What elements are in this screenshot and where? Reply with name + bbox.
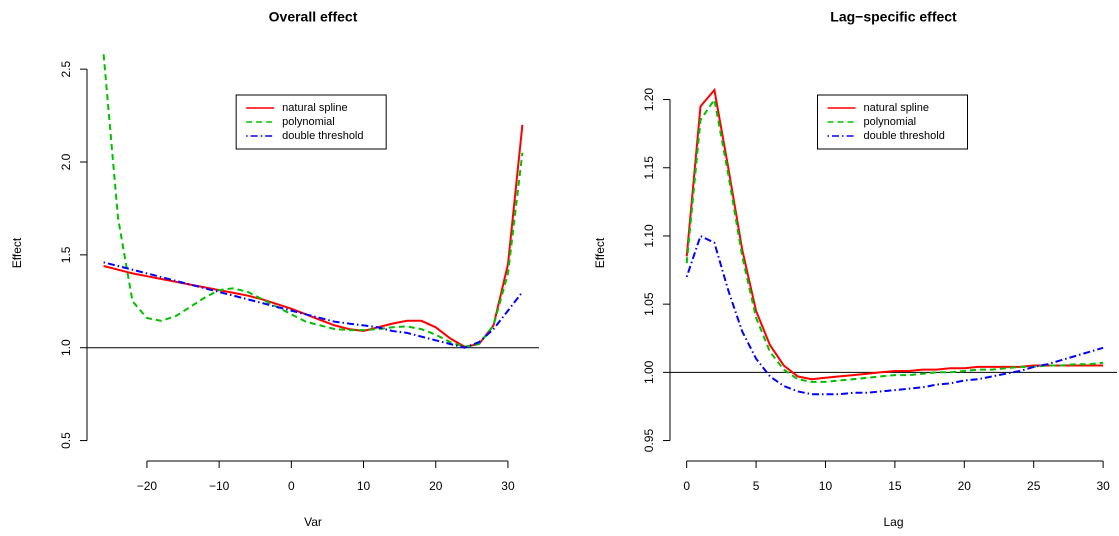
y-tick-label: 0.95 [642, 429, 656, 453]
legend-label: polynomial [864, 116, 917, 128]
legend: natural spline polynomial double threshold [235, 94, 387, 150]
series-line [685, 87, 1104, 381]
series-line [103, 124, 524, 348]
y-tick-label: 1.5 [59, 246, 73, 263]
legend-label: natural spline [864, 102, 929, 114]
y-tick-label: 1.05 [642, 292, 656, 316]
x-tick-label: 5 [753, 479, 760, 493]
x-tick-label: 30 [1096, 479, 1110, 493]
y-tick-label: 1.00 [642, 360, 656, 384]
legend-label: polynomial [282, 116, 335, 128]
y-tick-label: 2.0 [59, 153, 73, 170]
y-tick-label: 1.10 [642, 224, 656, 248]
legend-label: double threshold [864, 130, 945, 142]
y-tick-label: 2.5 [59, 60, 73, 77]
x-tick-label: −10 [209, 479, 230, 493]
y-tick-label: 0.5 [59, 432, 73, 449]
legend-label: natural spline [282, 102, 347, 114]
legend-label: double threshold [282, 130, 363, 142]
x-tick-label: 10 [357, 479, 371, 493]
series-line [685, 234, 1104, 396]
legend: natural spline polynomial double threshold [817, 94, 969, 150]
chart-title: Lag−specific effect [830, 9, 957, 25]
x-tick-label: 10 [819, 479, 833, 493]
y-axis-title: Effect [593, 237, 607, 268]
chart-title: Overall effect [269, 9, 358, 25]
x-axis-title: Var [304, 515, 322, 529]
y-tick-label: 1.15 [642, 156, 656, 180]
x-tick-label: 0 [683, 479, 690, 493]
x-tick-label: −20 [137, 479, 158, 493]
y-tick-label: 1.0 [59, 339, 73, 356]
y-axis-title: Effect [10, 237, 24, 268]
series-line [103, 261, 524, 349]
x-tick-label: 0 [288, 479, 295, 493]
series-line [102, 54, 524, 348]
x-tick-label: 30 [501, 479, 515, 493]
x-axis-title: Lag [883, 515, 903, 529]
x-tick-label: 20 [958, 479, 972, 493]
x-tick-label: 15 [888, 479, 902, 493]
x-tick-label: 25 [1027, 479, 1041, 493]
x-tick-label: 20 [429, 479, 443, 493]
y-tick-label: 1.20 [642, 88, 656, 112]
